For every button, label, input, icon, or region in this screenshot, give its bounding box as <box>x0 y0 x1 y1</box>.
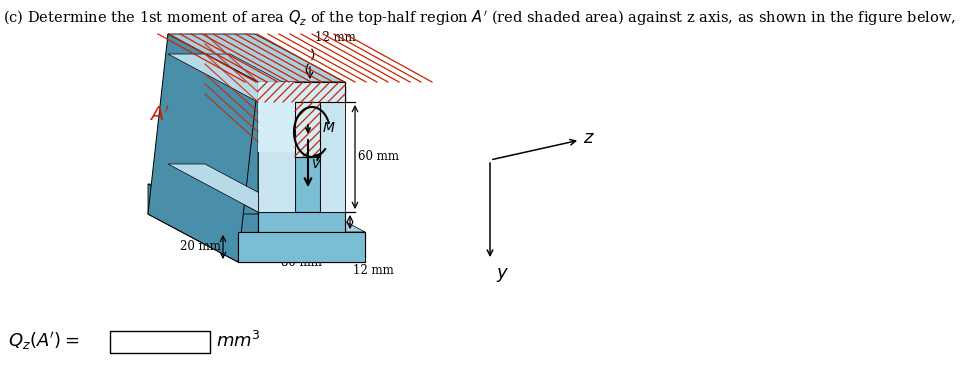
Text: $A'$: $A'$ <box>150 105 171 125</box>
Text: $y$: $y$ <box>496 266 509 284</box>
Polygon shape <box>238 232 365 262</box>
Polygon shape <box>238 232 365 262</box>
Polygon shape <box>168 34 345 82</box>
Text: 12 mm: 12 mm <box>353 264 394 277</box>
Bar <box>110 331 210 353</box>
Text: $mm^3$: $mm^3$ <box>216 331 261 351</box>
Text: 20 mm: 20 mm <box>287 242 327 255</box>
Polygon shape <box>168 54 258 212</box>
Text: $z$: $z$ <box>583 129 595 147</box>
Polygon shape <box>258 82 345 102</box>
Text: $Q_z(A') =$: $Q_z(A') =$ <box>8 330 79 352</box>
Polygon shape <box>148 34 258 262</box>
Polygon shape <box>168 34 255 54</box>
Text: 60 mm: 60 mm <box>358 150 399 163</box>
Polygon shape <box>168 164 258 232</box>
Polygon shape <box>258 82 295 152</box>
Text: $M$: $M$ <box>322 121 335 135</box>
Text: 80 mm: 80 mm <box>280 256 322 269</box>
Polygon shape <box>148 184 365 232</box>
Polygon shape <box>258 212 345 232</box>
Polygon shape <box>295 102 320 212</box>
Polygon shape <box>148 184 238 262</box>
Polygon shape <box>148 214 365 262</box>
Polygon shape <box>295 102 320 212</box>
Polygon shape <box>168 54 295 102</box>
Polygon shape <box>168 164 345 212</box>
Polygon shape <box>168 34 258 102</box>
Polygon shape <box>258 212 345 232</box>
Text: 20 mm: 20 mm <box>180 241 221 254</box>
Polygon shape <box>258 82 345 102</box>
Polygon shape <box>148 184 275 214</box>
Polygon shape <box>258 82 345 102</box>
Polygon shape <box>205 54 230 164</box>
Text: $V$: $V$ <box>311 159 323 172</box>
Text: 12 mm: 12 mm <box>315 31 355 44</box>
Polygon shape <box>168 164 255 184</box>
Polygon shape <box>295 102 320 157</box>
Polygon shape <box>258 102 295 212</box>
Polygon shape <box>320 102 345 212</box>
Polygon shape <box>205 54 320 102</box>
Polygon shape <box>168 164 295 212</box>
Text: (c) Determine the 1st moment of area $Q_z$ of the top-half region $A'$ (red shad: (c) Determine the 1st moment of area $Q_… <box>3 8 956 28</box>
